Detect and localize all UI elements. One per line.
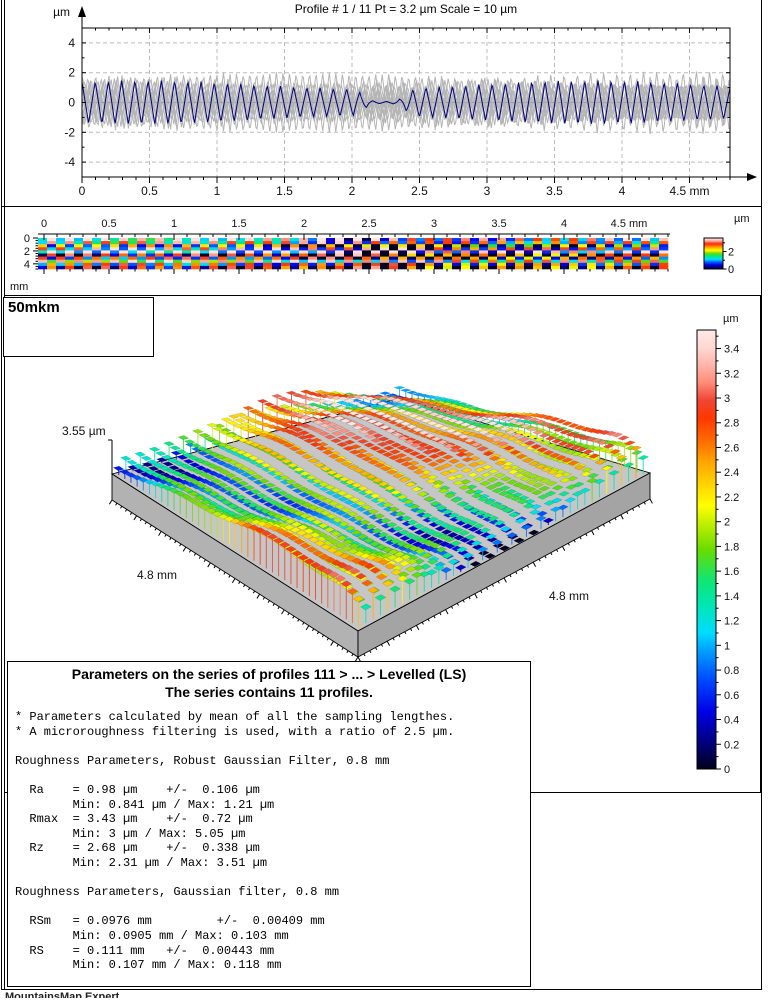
strip-colorbar-unit-label: µm bbox=[734, 213, 750, 225]
colorbar-tick-label: 0.6 bbox=[724, 690, 739, 702]
colorbar-tick-label: 1.4 bbox=[724, 591, 739, 603]
parameters-title-line2: The series contains 11 profiles. bbox=[165, 684, 373, 700]
strip-colorbar-tick-label: 0 bbox=[728, 264, 734, 276]
x-tick-label: 2.5 bbox=[411, 184, 428, 198]
x-tick-label: 1 bbox=[214, 184, 221, 198]
x-tick-label: 2 bbox=[349, 184, 356, 198]
strip-y-tick-label: 2 bbox=[24, 246, 30, 258]
page-border-bottom bbox=[1, 989, 762, 990]
y-tick-label: 0 bbox=[68, 96, 75, 110]
y-axis-unit-label: µm bbox=[53, 5, 70, 19]
colorbar-tick-label: 2.6 bbox=[724, 442, 739, 454]
strip-axes bbox=[33, 233, 670, 274]
y-axis-label: 4.8 mm bbox=[549, 589, 589, 603]
y-tick-label: -2 bbox=[64, 125, 75, 139]
x-tick-label: 4.5 mm bbox=[669, 184, 709, 198]
slab-base bbox=[110, 397, 652, 658]
colorbar-tick-label: 2.4 bbox=[724, 467, 739, 479]
grid bbox=[82, 28, 730, 177]
page-border-left-outer bbox=[1, 0, 2, 990]
profile-chart-title: Profile # 1 / 11 Pt = 3.2 µm Scale = 10 … bbox=[294, 2, 518, 16]
strip-y-tick-label: 0 bbox=[24, 233, 30, 245]
background-profile bbox=[82, 76, 730, 129]
colorbar-tick-label: 3 bbox=[724, 393, 730, 405]
profile-series-chart: µm 4 2 0 -2 -4 0 0.5 1 1.5 2 2.5 3 3.5 4 4.5 mm bbox=[53, 5, 757, 198]
strip-x-tick-label: 4.5 mm bbox=[611, 218, 648, 230]
colorbar-tick-label: 0 bbox=[724, 764, 730, 776]
x-tick-label: 0.5 bbox=[141, 184, 158, 198]
x-tick-label: 4 bbox=[619, 184, 626, 198]
strip-x-tick-label: 3.5 bbox=[491, 218, 506, 230]
page-border-right bbox=[761, 0, 762, 990]
watermark: MountainsMap Expert bbox=[5, 991, 120, 998]
profile-series bbox=[82, 71, 730, 135]
strip-x-tick-label: 2 bbox=[301, 218, 307, 230]
colorbar-3d bbox=[696, 329, 717, 770]
strip-x-tick-label: 1 bbox=[171, 218, 177, 230]
strip-y-unit-label: mm bbox=[10, 281, 28, 293]
y-axis-arrow-icon bbox=[78, 6, 86, 17]
strip-x-tick-label: 0.5 bbox=[101, 218, 116, 230]
slab-axis-ticks bbox=[108, 498, 653, 662]
colorbar-tick-label: 0.8 bbox=[724, 665, 739, 677]
strip-x-tick-label: 2.5 bbox=[361, 218, 376, 230]
colorbar-tick-label: 1.2 bbox=[724, 616, 739, 628]
strip-x-tick-label: 1.5 bbox=[231, 218, 246, 230]
x-tick-label: 0 bbox=[79, 184, 86, 198]
surface-point-cloud bbox=[112, 385, 650, 628]
colorbar-unit-label: µm bbox=[723, 313, 739, 325]
parameters-text: * Parameters calculated by mean of all t… bbox=[15, 710, 455, 973]
colorbar-tick-label: 2.8 bbox=[724, 418, 739, 430]
strip-colorbar bbox=[703, 237, 724, 270]
colorbar-tick-label: 1.6 bbox=[724, 566, 739, 578]
strip-x-tick-label: 0 bbox=[41, 218, 47, 230]
colorbar-3d-ticks bbox=[716, 335, 721, 770]
y-tick-label: -4 bbox=[64, 155, 75, 169]
colorbar-tick-label: 0.4 bbox=[724, 715, 739, 727]
x-tick-label: 1.5 bbox=[276, 184, 293, 198]
colorbar-tick-label: 3.2 bbox=[724, 368, 739, 380]
scale-bar-box: 50mkm bbox=[3, 297, 154, 357]
parameters-title-line1: Parameters on the series of profiles 111… bbox=[71, 666, 467, 682]
parameters-panel: Parameters on the series of profiles 111… bbox=[7, 661, 531, 987]
panel-divider bbox=[1, 206, 762, 207]
strip-y-tick-label: 4 bbox=[24, 259, 30, 271]
x-axis-arrow-icon bbox=[747, 173, 757, 181]
heatmap-cells bbox=[38, 238, 669, 270]
y-tick-label: 2 bbox=[68, 66, 75, 80]
y-tick-label: 4 bbox=[68, 36, 75, 50]
x-tick-label: 3.5 bbox=[546, 184, 563, 198]
colorbar-tick-label: 0.2 bbox=[724, 739, 739, 751]
strip-x-tick-label: 3 bbox=[431, 218, 437, 230]
x-axis-label: 4.8 mm bbox=[137, 568, 177, 582]
colorbar-tick-label: 3.4 bbox=[724, 344, 739, 356]
strip-x-tick-label: 4 bbox=[561, 218, 567, 230]
scale-bar-label: 50mkm bbox=[8, 299, 60, 316]
colorbar-tick-label: 1 bbox=[724, 640, 730, 652]
x-tick-label: 3 bbox=[484, 184, 491, 198]
colorbar-tick-label: 2 bbox=[724, 517, 730, 529]
z-axis-label: 3.55 µm bbox=[62, 424, 106, 438]
colorbar-tick-label: 1.8 bbox=[724, 541, 739, 553]
strip-colorbar-ticks bbox=[723, 242, 727, 270]
strip-colorbar-tick-label: 2 bbox=[728, 247, 734, 259]
colorbar-tick-label: 2.2 bbox=[724, 492, 739, 504]
surface-3d-view: 3.55 µm 4.8 mm 4.8 mm 3.4 3.2 3 2.8 2.6 2.4 2.2 2 1… bbox=[4, 295, 761, 793]
highlighted-profile bbox=[82, 80, 730, 124]
